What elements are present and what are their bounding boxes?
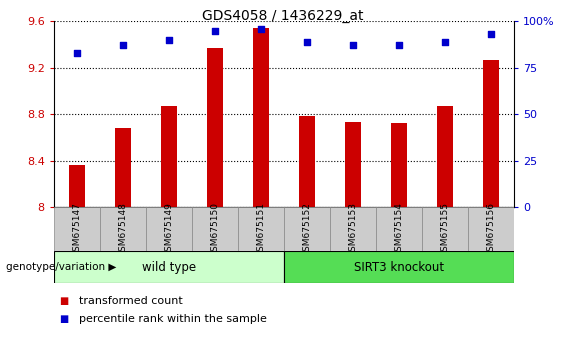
- Bar: [99, 207, 146, 251]
- Bar: [160, 106, 177, 207]
- Text: GSM675150: GSM675150: [210, 202, 219, 257]
- Bar: [422, 207, 468, 251]
- Text: GSM675148: GSM675148: [118, 202, 127, 257]
- Point: [210, 28, 219, 33]
- Text: ■: ■: [59, 314, 68, 324]
- Point: [349, 42, 358, 48]
- Point: [118, 42, 127, 48]
- Text: GSM675151: GSM675151: [257, 202, 266, 257]
- Text: GSM675149: GSM675149: [164, 202, 173, 257]
- Text: GSM675153: GSM675153: [349, 202, 358, 257]
- Bar: [207, 48, 223, 207]
- Bar: [238, 207, 284, 251]
- Point: [302, 39, 311, 45]
- Text: SIRT3 knockout: SIRT3 knockout: [354, 261, 444, 274]
- Bar: [54, 207, 99, 251]
- Bar: [483, 59, 499, 207]
- Bar: [146, 207, 192, 251]
- Bar: [437, 106, 453, 207]
- Bar: [391, 124, 407, 207]
- Bar: [330, 207, 376, 251]
- Text: genotype/variation ▶: genotype/variation ▶: [6, 262, 116, 272]
- Point: [164, 37, 173, 42]
- Bar: [376, 207, 422, 251]
- Bar: [54, 251, 284, 283]
- Text: GSM675154: GSM675154: [394, 202, 403, 257]
- Bar: [253, 28, 269, 207]
- Bar: [299, 116, 315, 207]
- Text: GSM675152: GSM675152: [302, 202, 311, 257]
- Bar: [115, 128, 131, 207]
- Text: wild type: wild type: [142, 261, 196, 274]
- Text: GSM675147: GSM675147: [72, 202, 81, 257]
- Point: [441, 39, 450, 45]
- Text: percentile rank within the sample: percentile rank within the sample: [79, 314, 267, 324]
- Text: GSM675155: GSM675155: [441, 202, 450, 257]
- Text: GDS4058 / 1436229_at: GDS4058 / 1436229_at: [202, 9, 363, 23]
- Point: [72, 50, 81, 56]
- Text: GSM675156: GSM675156: [486, 202, 496, 257]
- Point: [257, 26, 266, 32]
- Bar: [468, 207, 514, 251]
- Text: ■: ■: [59, 296, 68, 306]
- Text: transformed count: transformed count: [79, 296, 183, 306]
- Bar: [345, 122, 361, 207]
- Point: [486, 32, 496, 37]
- Bar: [192, 207, 238, 251]
- Bar: [284, 207, 330, 251]
- Bar: [284, 251, 514, 283]
- Bar: [68, 165, 85, 207]
- Point: [394, 42, 403, 48]
